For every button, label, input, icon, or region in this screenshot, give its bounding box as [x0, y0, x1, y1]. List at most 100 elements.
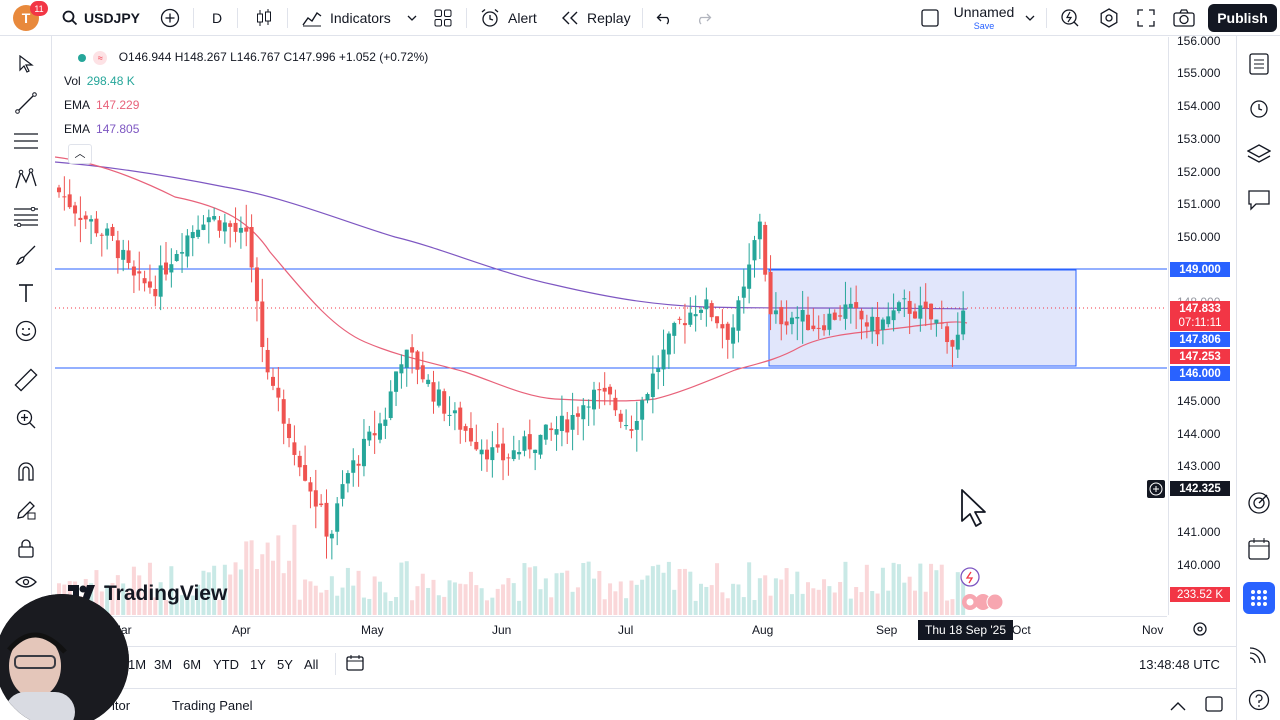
hide-drawings-tool[interactable]: [12, 568, 40, 596]
trend-line-tool[interactable]: [12, 89, 40, 117]
event-icons[interactable]: [960, 567, 1004, 611]
candle-body: [485, 449, 489, 460]
volume-bar: [153, 597, 158, 615]
volume-bar: [913, 590, 917, 615]
trading-panel-tab[interactable]: Trading Panel: [172, 698, 253, 713]
ema2-value: 147.805: [96, 122, 140, 136]
range-5y[interactable]: 5Y: [277, 657, 293, 672]
ideas-button[interactable]: [1245, 489, 1273, 517]
cursor-tool[interactable]: [12, 50, 40, 78]
zoom-tool[interactable]: [12, 405, 40, 433]
chevron-down-icon: [407, 15, 417, 21]
magnet-tool[interactable]: [12, 457, 40, 485]
symbol-search-button[interactable]: USDJPY: [62, 0, 140, 36]
volume-bar: [693, 600, 698, 615]
volume-bar: [575, 587, 580, 615]
watchlist-button[interactable]: [1245, 50, 1273, 78]
candle-body: [420, 365, 425, 380]
pine-editor-tab[interactable]: itor: [112, 698, 131, 713]
calendar-button[interactable]: [1245, 535, 1273, 563]
range-rectangle[interactable]: [768, 269, 1077, 367]
candle-body: [864, 322, 869, 327]
candles: [57, 176, 966, 560]
alarm-clock-icon: [481, 9, 499, 27]
measure-tool[interactable]: [12, 366, 40, 394]
layout-name-button[interactable]: Unnamed Save: [952, 4, 1016, 31]
volume-bar: [292, 524, 297, 615]
range-all[interactable]: All: [304, 657, 319, 672]
candle-body: [57, 187, 61, 193]
volume-bar: [367, 598, 372, 615]
candle-body: [629, 429, 634, 431]
time-axis[interactable]: Mar Apr May Jun Jul Aug Sep Oct Nov Thu …: [55, 616, 1167, 642]
ema1-legend[interactable]: EMA 147.229: [64, 98, 139, 112]
volume-bar: [618, 581, 623, 615]
range-3m[interactable]: 3M: [154, 657, 173, 672]
horizontal-lines-tool[interactable]: [12, 127, 40, 155]
range-6m[interactable]: 6M: [183, 657, 202, 672]
goto-date-button[interactable]: [346, 655, 364, 676]
indicators-icon: [302, 11, 322, 27]
layout-menu-button[interactable]: [1025, 0, 1035, 36]
layout-sync-button[interactable]: [920, 0, 940, 36]
alerts-panel-button[interactable]: [1245, 94, 1273, 122]
chart-pane[interactable]: [55, 37, 1167, 615]
object-tree-button[interactable]: [1245, 140, 1273, 168]
candle-body: [126, 250, 131, 263]
candle-body: [886, 316, 891, 325]
publish-button[interactable]: Publish: [1208, 4, 1277, 32]
maximize-panel-button[interactable]: [1205, 696, 1223, 717]
range-1m[interactable]: 1M: [128, 657, 147, 672]
settings-button[interactable]: [1099, 0, 1119, 36]
utc-clock[interactable]: 13:48:48 UTC: [1139, 657, 1220, 672]
lock-drawings-tool[interactable]: [12, 534, 40, 562]
candle-body: [356, 463, 361, 466]
quick-search-button[interactable]: [1060, 0, 1080, 36]
brush-tool[interactable]: [12, 241, 40, 269]
range-1y[interactable]: 1Y: [250, 657, 266, 672]
emoji-tool[interactable]: [12, 317, 40, 345]
ema2-legend[interactable]: EMA 147.805: [64, 122, 139, 136]
plus-circle-icon: [1149, 482, 1163, 496]
interval-button[interactable]: D: [212, 0, 222, 36]
collapse-legend-button[interactable]: ︿: [68, 144, 92, 164]
candle-body: [688, 312, 693, 325]
candle-body: [89, 219, 94, 222]
volume-bar: [447, 580, 452, 615]
replay-button[interactable]: Replay: [561, 0, 631, 36]
alert-button[interactable]: Alert: [480, 0, 537, 36]
bar-countdown: 07:11:11: [1178, 317, 1222, 329]
compare-add-button[interactable]: [160, 0, 180, 36]
range-ytd[interactable]: YTD: [213, 657, 239, 672]
snapshot-button[interactable]: [1173, 0, 1195, 36]
timezone-settings-button[interactable]: [1192, 621, 1208, 642]
candle-body: [800, 310, 805, 322]
fullscreen-button[interactable]: [1137, 0, 1155, 36]
volume-bar: [613, 591, 618, 615]
price-chart[interactable]: [55, 37, 1167, 615]
redo-button[interactable]: [694, 0, 712, 36]
volume-bar: [217, 599, 222, 615]
goto-date-button[interactable]: [335, 653, 336, 675]
collapse-panel-button[interactable]: [1170, 698, 1186, 716]
help-button[interactable]: [1245, 686, 1273, 714]
chart-type-button[interactable]: [255, 0, 273, 36]
chats-button[interactable]: [1245, 186, 1273, 214]
indicators-button[interactable]: Indicators: [302, 0, 417, 36]
volume-legend[interactable]: Vol 298.48 K: [64, 74, 135, 88]
text-tool[interactable]: [12, 279, 40, 307]
layouts-button[interactable]: [434, 0, 452, 36]
candle-body: [276, 387, 281, 398]
add-alert-crosshair-button[interactable]: [1147, 480, 1165, 498]
streams-button[interactable]: [1245, 640, 1273, 668]
volume-bar: [89, 583, 94, 615]
undo-button[interactable]: [656, 0, 674, 36]
calendar-icon: [1248, 538, 1270, 560]
price-axis[interactable]: 156.000 155.000 154.000 153.000 152.000 …: [1168, 34, 1234, 615]
products-button[interactable]: [1243, 582, 1275, 614]
stay-in-drawing-tool[interactable]: [12, 496, 40, 524]
fib-tool[interactable]: [12, 203, 40, 231]
candles-icon: [257, 9, 271, 26]
candle-body: [131, 266, 136, 276]
pattern-tool[interactable]: [12, 165, 40, 193]
